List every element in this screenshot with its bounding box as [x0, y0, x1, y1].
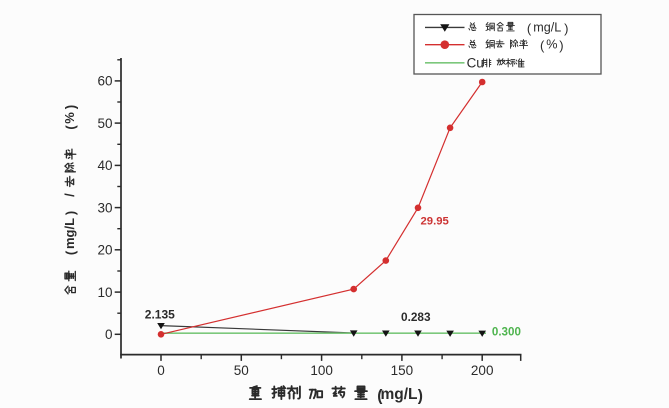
svg-text:mg/L: mg/L — [533, 20, 561, 34]
svg-text:20: 20 — [97, 243, 112, 258]
svg-text:(: ( — [63, 125, 78, 130]
svg-text:): ) — [63, 105, 78, 109]
svg-text:/: / — [62, 193, 77, 197]
svg-text:0: 0 — [157, 363, 165, 378]
svg-text:): ) — [564, 21, 568, 36]
svg-text:(: ( — [377, 388, 383, 405]
svg-text:50: 50 — [97, 116, 112, 131]
svg-text:0.300: 0.300 — [492, 326, 521, 339]
svg-text:60: 60 — [97, 74, 112, 89]
svg-text:40: 40 — [97, 158, 112, 173]
svg-text:0.283: 0.283 — [401, 310, 431, 324]
svg-text:150: 150 — [391, 363, 414, 378]
svg-text:): ) — [63, 211, 78, 215]
svg-text:%: % — [546, 38, 557, 52]
svg-text:100: 100 — [310, 363, 333, 378]
svg-text:50: 50 — [234, 363, 249, 378]
svg-text:): ) — [559, 38, 563, 53]
svg-text:2.135: 2.135 — [145, 307, 175, 321]
svg-text:200: 200 — [471, 363, 494, 378]
svg-text:): ) — [418, 388, 423, 405]
svg-text:%: % — [62, 112, 77, 124]
svg-text:30: 30 — [97, 200, 112, 215]
svg-text:mg/L: mg/L — [380, 386, 417, 403]
svg-text:(: ( — [540, 38, 545, 53]
svg-text:0: 0 — [105, 327, 113, 342]
svg-text:10: 10 — [97, 285, 112, 300]
svg-text:Cu: Cu — [467, 56, 484, 71]
svg-text:mg/L: mg/L — [62, 218, 77, 249]
svg-text:29.95: 29.95 — [421, 215, 449, 227]
svg-text:(: ( — [527, 21, 532, 36]
svg-text:(: ( — [63, 250, 78, 255]
